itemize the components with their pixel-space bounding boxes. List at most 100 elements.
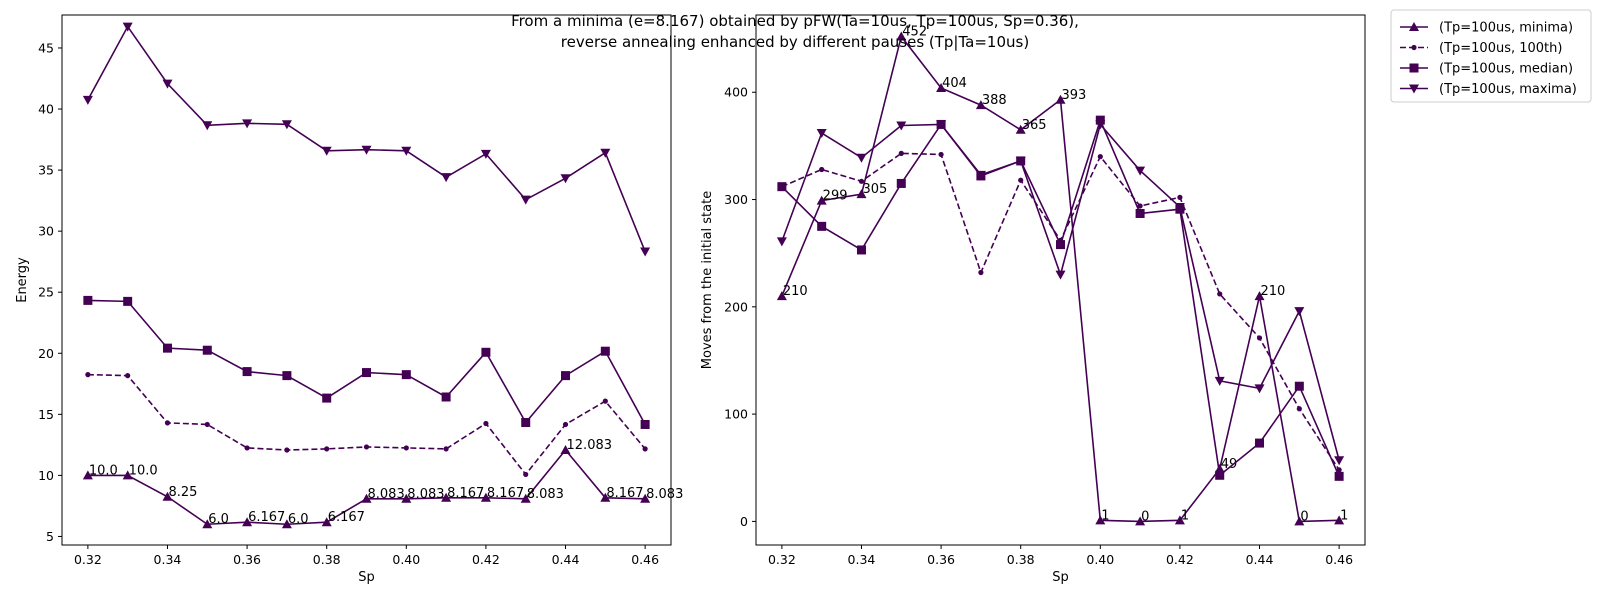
data-point <box>284 447 290 453</box>
x-axis-label: Sp <box>1052 570 1069 585</box>
data-label: 1 <box>1340 508 1348 523</box>
data-label: 8.167 <box>487 486 524 501</box>
data-point <box>936 120 947 130</box>
data-point <box>281 519 292 529</box>
x-tick-label: 0.46 <box>631 552 659 567</box>
data-label: 8.083 <box>646 487 683 502</box>
x-tick-label: 0.40 <box>392 552 420 567</box>
data-point <box>162 491 173 501</box>
data-point <box>600 346 610 356</box>
data-label: 49 <box>1221 457 1238 472</box>
data-point <box>858 178 865 184</box>
data-point <box>1055 270 1066 280</box>
data-point <box>204 421 210 428</box>
y-tick-label: 45 <box>38 40 54 55</box>
data-label: 299 <box>823 189 848 204</box>
data-point <box>401 493 412 503</box>
legend: (Tp=100us, minima) (Tp=100us, 100th) (Tp=1… <box>1390 9 1592 103</box>
legend-entry: (Tp=100us, maxima) <box>1400 82 1577 97</box>
data-point <box>441 392 451 402</box>
x-tick-label: 0.44 <box>552 552 580 567</box>
data-point <box>523 471 529 478</box>
data-point <box>83 295 93 305</box>
data-label: 305 <box>862 182 887 197</box>
data-point <box>975 170 986 180</box>
plot-frame <box>755 14 1366 546</box>
series-3 <box>82 22 651 257</box>
data-point <box>322 393 332 403</box>
data-point <box>1055 94 1066 104</box>
series-line <box>781 117 1340 477</box>
data-point <box>441 173 452 183</box>
energy-axes: 0.32 0.34 0.36 0.38 0.40 0.42 0.44 0.46 5 10 15 20 2… <box>15 14 683 585</box>
data-point <box>1015 156 1026 166</box>
data-point <box>816 129 827 139</box>
data-point <box>1256 335 1263 341</box>
data-point <box>480 149 491 159</box>
data-point <box>1174 203 1185 213</box>
data-label: 210 <box>783 284 808 299</box>
data-label: 8.167 <box>606 486 643 501</box>
series-line <box>87 373 646 476</box>
x-tick-label: 0.36 <box>927 552 955 567</box>
y-tick-label: 30 <box>38 224 54 239</box>
x-tick-label: 0.38 <box>313 552 341 567</box>
data-point <box>642 446 648 452</box>
legend-marker <box>1409 63 1419 73</box>
data-point <box>600 148 611 158</box>
data-point <box>898 150 904 157</box>
data-point <box>1095 120 1106 130</box>
data-point <box>1214 463 1225 473</box>
data-point <box>1095 115 1105 125</box>
y-tick-label: 100 <box>724 407 748 422</box>
data-label: 8.083 <box>368 487 405 502</box>
data-label: 8.167 <box>447 486 484 501</box>
data-point <box>324 446 330 452</box>
data-point <box>896 31 907 41</box>
data-point <box>1294 381 1304 391</box>
data-point <box>520 493 531 503</box>
data-point <box>560 174 571 184</box>
legend-frame <box>1390 9 1592 103</box>
y-tick-label: 200 <box>724 299 748 314</box>
legend-marker <box>1409 84 1419 94</box>
data-point <box>938 151 944 158</box>
legend-entry: (Tp=100us, minima) <box>1400 21 1573 36</box>
data-point <box>401 370 411 380</box>
chart-title-line-2: reverse annealing enhanced by different … <box>561 33 1029 51</box>
data-point <box>125 373 131 379</box>
legend-label: (Tp=100us, maxima) <box>1439 82 1577 97</box>
x-tick-label: 0.34 <box>154 552 182 567</box>
legend-entry: (Tp=100us, 100th) <box>1400 41 1562 56</box>
data-label: 365 <box>1022 118 1047 133</box>
data-point <box>362 368 371 378</box>
data-point <box>1217 291 1223 297</box>
data-point <box>403 445 409 451</box>
series-0: 210 299 305 452 404 388 365 393 1 0 1 49 210 0 1 <box>776 24 1348 526</box>
data-point <box>1097 154 1103 160</box>
data-point <box>1018 177 1024 183</box>
chart-title-line-1: From a minima (e=8.167) obtained by pFW(… <box>511 12 1079 30</box>
data-label: 6.0 <box>288 512 309 527</box>
data-point <box>1334 471 1344 481</box>
y-tick-label: 5 <box>46 529 54 544</box>
data-label: 6.0 <box>208 512 229 527</box>
data-label: 452 <box>902 24 927 39</box>
series-1 <box>85 372 648 478</box>
data-point <box>560 444 571 454</box>
data-label: 12.083 <box>567 438 613 453</box>
data-point <box>936 82 947 92</box>
data-point <box>856 189 867 199</box>
data-point <box>1177 194 1183 200</box>
data-point <box>480 492 491 502</box>
x-tick-label: 0.32 <box>74 552 102 567</box>
series-line <box>87 299 646 425</box>
data-point <box>321 517 332 527</box>
y-tick-label: 20 <box>38 346 54 361</box>
data-point <box>202 519 213 529</box>
data-point <box>82 95 93 105</box>
series-line <box>781 122 1340 461</box>
y-tick-label: 40 <box>38 102 54 117</box>
